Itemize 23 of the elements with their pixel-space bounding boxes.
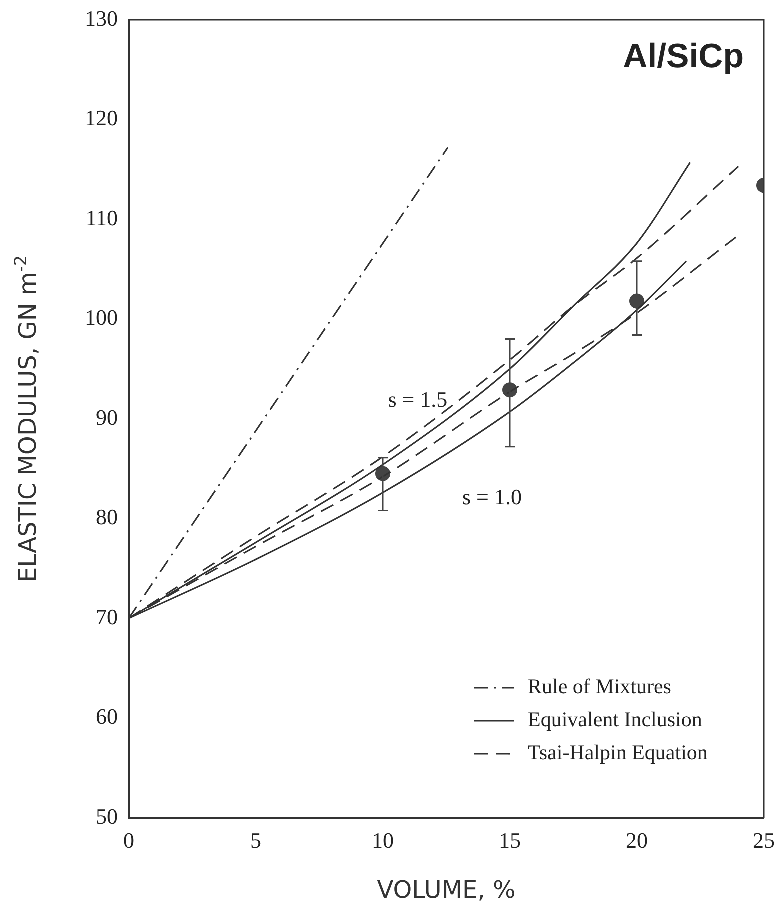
y-tick-label: 130 — [85, 6, 118, 31]
y-tick-label: 50 — [96, 804, 118, 829]
y-tick-label: 60 — [96, 704, 118, 730]
y-axis-title: ELASTIC MODULUS, GN m-2 — [10, 255, 42, 583]
annotation: s = 1.0 — [462, 484, 522, 510]
x-axis-title: VOLUME, % — [377, 876, 516, 904]
x-tick-label: 5 — [250, 828, 262, 853]
legend-label: Tsai-Halpin Equation — [528, 740, 708, 765]
y-tick-label: 120 — [85, 106, 118, 131]
y-tick-label: 80 — [96, 504, 118, 530]
y-tick-label: 90 — [96, 404, 118, 430]
annotation: s = 1.5 — [388, 387, 448, 412]
x-tick-label: 25 — [753, 828, 775, 853]
legend-label: Equivalent Inclusion — [528, 708, 703, 732]
y-tick-label: 70 — [96, 604, 118, 630]
y-tick-label: 110 — [86, 205, 118, 230]
y-tick-label: 100 — [85, 305, 118, 330]
legend-label: Rule of Mixtures — [528, 674, 672, 699]
x-tick-label: 20 — [626, 828, 648, 853]
annotation: Al/SiCp — [623, 37, 744, 76]
x-tick-label: 0 — [124, 828, 134, 853]
x-tick-label: 10 — [372, 828, 394, 853]
x-tick-label: 15 — [499, 828, 521, 853]
